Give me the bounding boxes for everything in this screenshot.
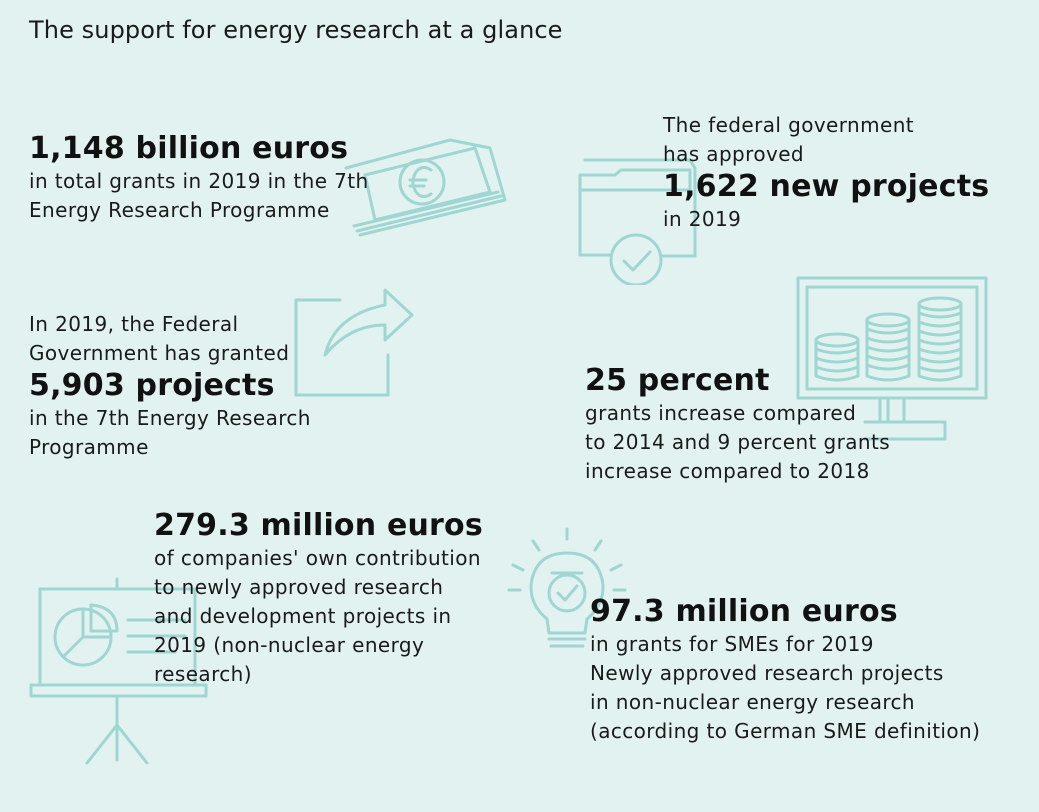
fact-text-line: Newly approved research projects: [590, 661, 944, 685]
fact-text-line: in non-nuclear energy research: [590, 690, 916, 714]
fact-highlight: 25 percent: [585, 363, 770, 398]
presentation-board-icon: [29, 577, 208, 765]
fact-text-line: grants increase compared: [585, 401, 857, 425]
fact-highlight: 1,148 billion euros: [29, 131, 349, 166]
fact-highlight: 1,622 new projects: [663, 169, 990, 204]
fact-text-line: (according to German SME definition): [590, 719, 981, 743]
fact-text-line: increase compared to 2018: [585, 459, 870, 483]
share-arrow-icon: [294, 288, 414, 397]
lightbulb-check-icon: [507, 527, 627, 648]
fact-total-grants: 1,148 billion euros in total grants in 2…: [29, 131, 369, 225]
fact-text-line: in 2019: [663, 207, 742, 231]
folder-check-icon: [578, 158, 697, 285]
fact-own-contribution: 279.3 million euros of companies' own co…: [154, 508, 483, 689]
fact-highlight: 5,903 projects: [29, 368, 275, 403]
fact-text-line: and development projects in: [154, 604, 452, 628]
fact-new-projects: The federal government has approved 1,62…: [663, 111, 989, 234]
monitor-coins-chart-icon: [796, 276, 988, 441]
fact-text-line: 2019 (non-nuclear energy: [154, 633, 425, 657]
fact-text-line: In 2019, the Federal: [29, 312, 239, 336]
fact-text-line: of companies' own contribution: [154, 546, 481, 570]
fact-text-line: Energy Research Programme: [29, 198, 330, 222]
fact-text-line: to newly approved research: [154, 575, 444, 599]
fact-highlight: 97.3 million euros: [590, 594, 898, 629]
fact-text-line: to 2014 and 9 percent grants: [585, 430, 891, 454]
fact-text-line: Government has granted: [29, 341, 290, 365]
fact-granted-projects: In 2019, the Federal Government has gran…: [29, 310, 311, 462]
fact-text-line: in the 7th Energy Research: [29, 406, 311, 430]
fact-text-line: research): [154, 662, 252, 686]
euro-banknotes-icon: [344, 138, 507, 237]
page-title: The support for energy research at a gla…: [29, 16, 563, 44]
fact-text-line: Programme: [29, 435, 149, 459]
fact-text-line: has approved: [663, 142, 805, 166]
fact-text-line: The federal government: [663, 113, 915, 137]
fact-highlight: 279.3 million euros: [154, 508, 483, 543]
fact-sme-grants: 97.3 million euros in grants for SMEs fo…: [590, 594, 980, 746]
fact-text-line: in grants for SMEs for 2019: [590, 632, 874, 656]
fact-text-line: in total grants in 2019 in the 7th: [29, 169, 369, 193]
fact-percent-increase: 25 percent grants increase compared to 2…: [585, 363, 890, 486]
